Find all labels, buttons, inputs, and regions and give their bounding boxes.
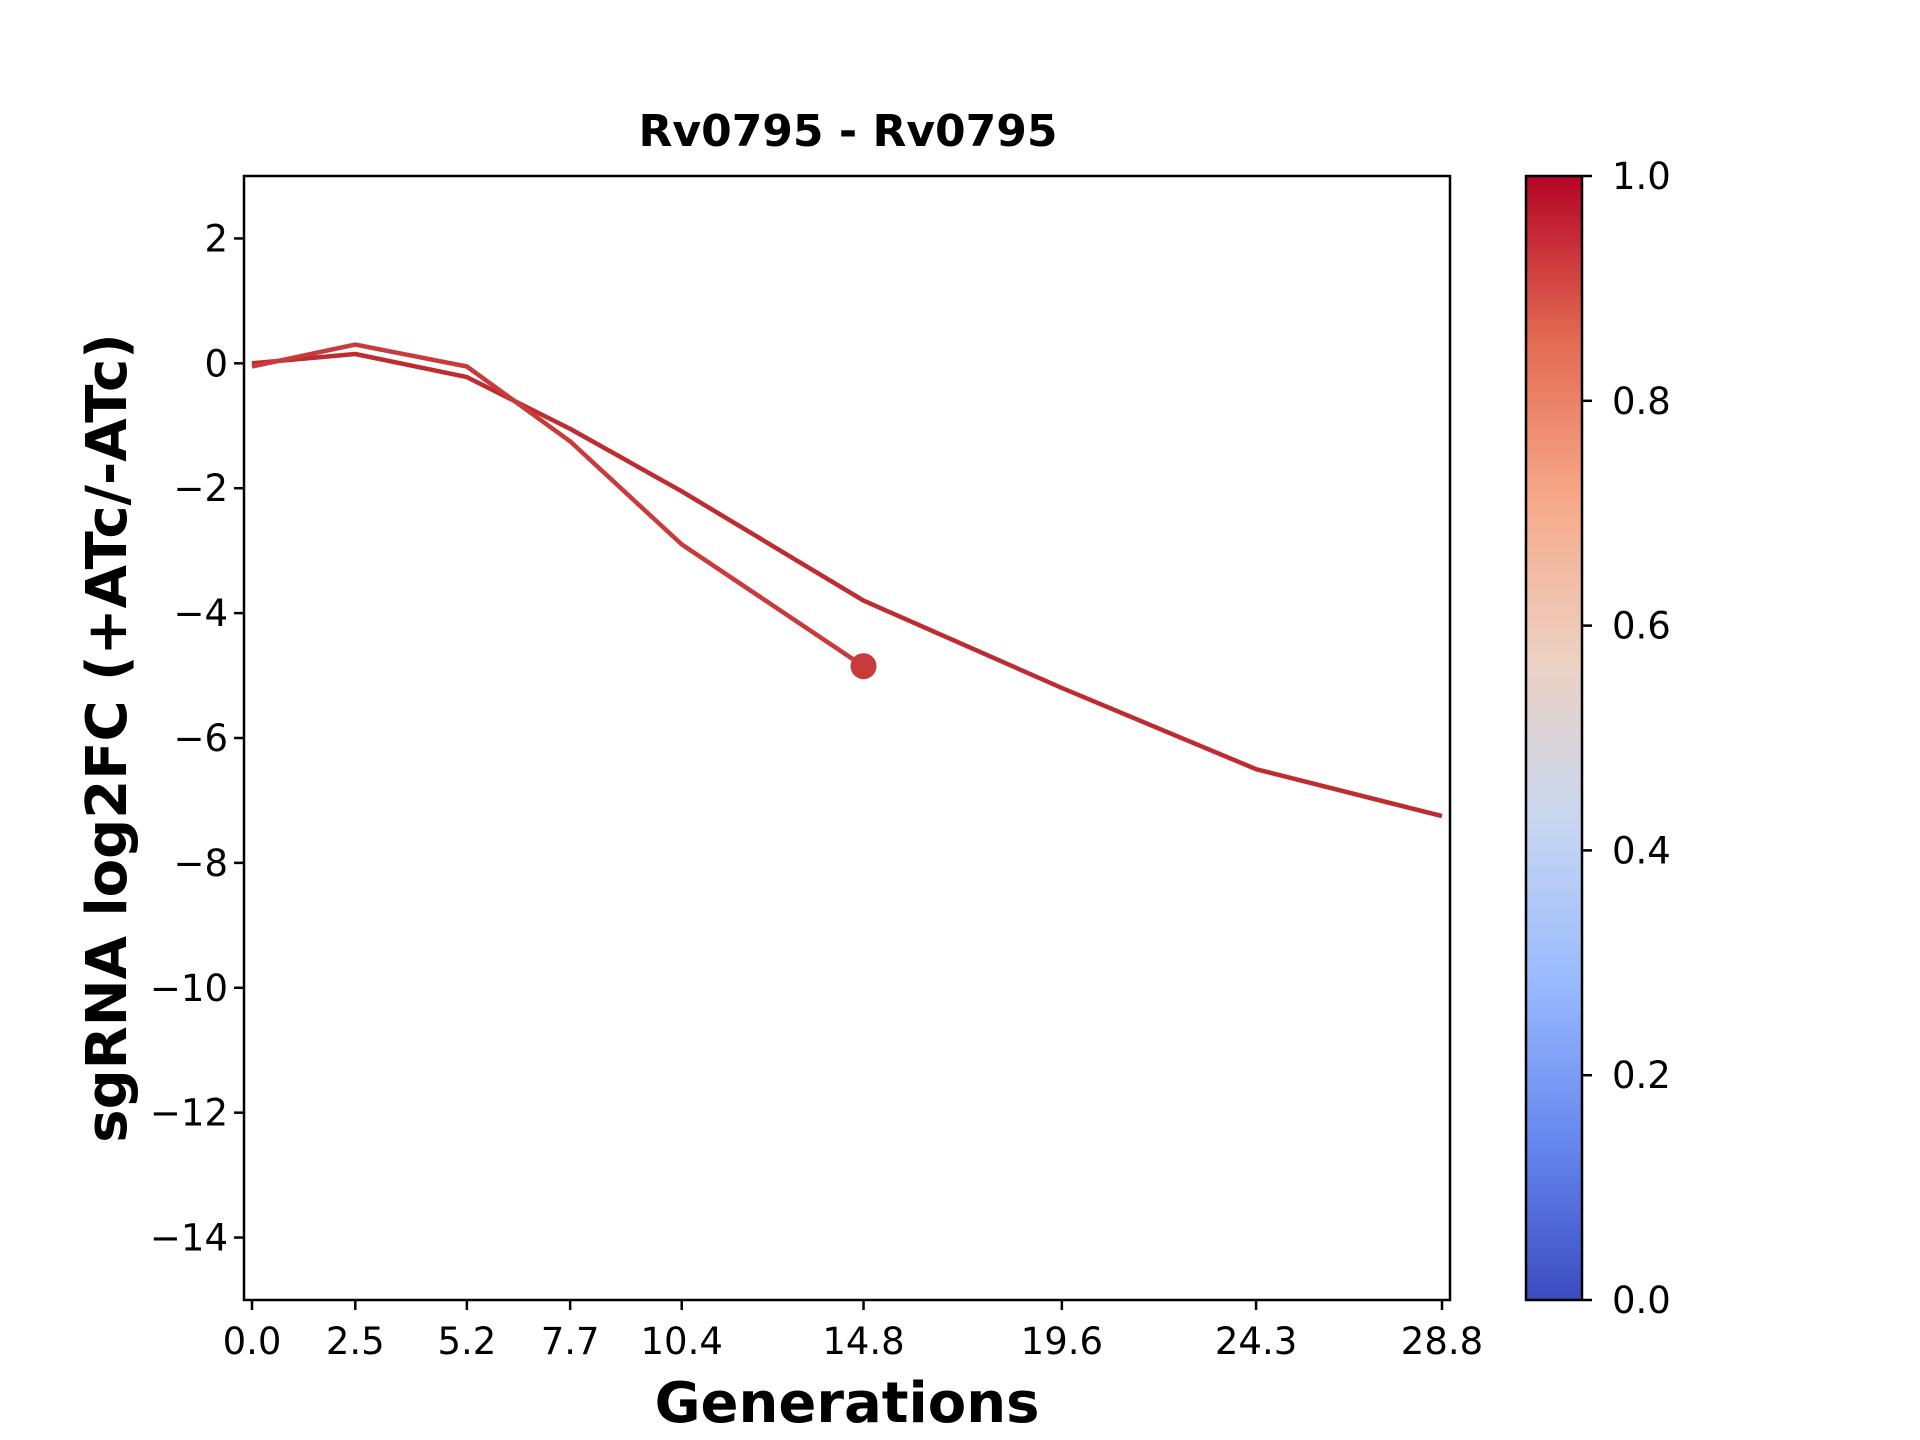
chart-title: Rv0795 - Rv0795 — [639, 106, 1058, 157]
y-tick-label: −6 — [173, 717, 228, 760]
y-axis: 2 0 −2 −4 −6 −8 −10 −12 −14 — [150, 217, 244, 1260]
x-tick-label: 7.7 — [541, 1320, 600, 1363]
x-tick-label: 24.3 — [1215, 1320, 1297, 1363]
colorbar: 0.0 0.2 0.4 0.6 0.8 1.0 — [1524, 155, 1671, 1322]
y-tick-label: −8 — [173, 842, 228, 885]
y-tick-label: −2 — [173, 467, 228, 510]
y-tick-label: −12 — [150, 1092, 228, 1135]
series-line-1 — [251, 351, 1443, 819]
y-tick-label: 2 — [204, 217, 228, 260]
colorbar-tick-label: 0.0 — [1612, 1279, 1671, 1322]
x-tick-label: 5.2 — [437, 1320, 496, 1363]
y-tick-label: 0 — [204, 342, 228, 385]
colorbar-tick-label: 0.8 — [1612, 380, 1671, 423]
colorbar-tick-label: 0.2 — [1612, 1054, 1671, 1097]
colorbar-frame — [1524, 174, 1584, 1302]
colorbar-tick-label: 0.4 — [1612, 829, 1671, 872]
x-axis-label: Generations — [655, 1371, 1040, 1436]
colorbar-ticks: 0.0 0.2 0.4 0.6 0.8 1.0 — [1582, 155, 1671, 1322]
x-tick-label: 0.0 — [223, 1320, 282, 1363]
x-tick-label: 10.4 — [641, 1320, 723, 1363]
y-axis-label: sgRNA log2FC (+ATc/-ATc) — [75, 333, 140, 1143]
y-tick-label: −14 — [150, 1217, 228, 1260]
x-axis: 0.0 2.5 5.2 7.7 10.4 14.8 19.6 24.3 28.8 — [223, 1300, 1483, 1363]
y-tick-label: −10 — [150, 967, 228, 1010]
colorbar-tick-label: 0.6 — [1612, 605, 1671, 648]
series-end-marker — [850, 653, 877, 680]
plot-area — [251, 342, 1443, 819]
x-tick-label: 28.8 — [1401, 1320, 1483, 1363]
colorbar-tick-label: 1.0 — [1612, 155, 1671, 198]
x-tick-label: 19.6 — [1021, 1320, 1103, 1363]
plot-frame — [242, 174, 1452, 1302]
y-tick-label: −4 — [173, 592, 228, 635]
series-line-2 — [251, 342, 865, 669]
x-tick-label: 2.5 — [326, 1320, 385, 1363]
colorbar-gradient — [1526, 176, 1582, 1300]
x-tick-label: 14.8 — [822, 1320, 904, 1363]
